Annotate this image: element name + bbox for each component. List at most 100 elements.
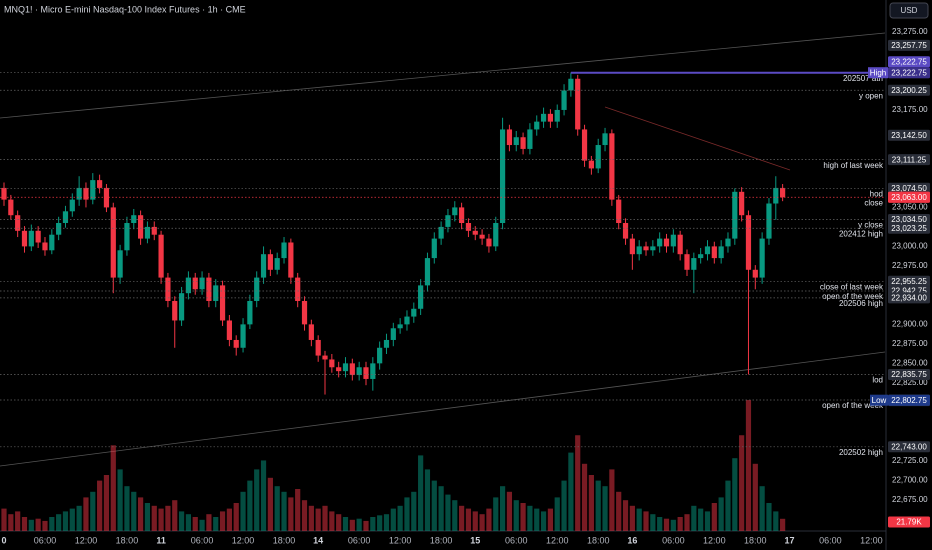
volume-bar: [90, 491, 96, 531]
candle-body: [650, 246, 656, 251]
volume-bar: [213, 517, 219, 531]
x-tick-label: 12:00: [703, 535, 726, 545]
candle-body: [745, 215, 752, 270]
level-price: 23,034.50: [891, 215, 927, 224]
candle-body: [445, 215, 451, 227]
volume-bar: [301, 500, 308, 531]
volume-bar: [185, 514, 192, 531]
candle-body: [110, 207, 116, 278]
candle-body: [418, 285, 424, 309]
candle-body: [76, 187, 82, 200]
volume-bar: [691, 505, 697, 531]
y-tick-label: 22,825.00: [892, 378, 928, 387]
candle-body: [370, 363, 376, 379]
volume-bar: [21, 517, 28, 531]
volume-bar: [568, 452, 574, 531]
volume-bar: [486, 508, 492, 531]
volume-bar: [233, 503, 239, 531]
volume-bar: [315, 508, 321, 531]
candle-body: [281, 242, 287, 259]
candle-body: [1, 187, 7, 200]
volume-bar: [622, 500, 629, 531]
level-name: 202502 high: [839, 448, 883, 457]
candle-body: [493, 223, 499, 247]
candle-body: [684, 254, 690, 270]
candle-body: [581, 129, 588, 161]
candle-body: [356, 367, 362, 376]
candle-body: [506, 129, 513, 146]
x-tick-label: 14: [313, 535, 323, 545]
volume-bar: [342, 517, 349, 531]
y-tick-label: 22,675.00: [892, 495, 928, 504]
candle-body: [69, 199, 75, 212]
candle-body: [704, 246, 711, 255]
candle-body: [616, 199, 622, 224]
y-tick-label: 22,850.00: [892, 358, 928, 367]
candle-body: [766, 203, 772, 239]
level-price-box: [888, 275, 930, 287]
volume-bar: [602, 486, 608, 531]
candle-body: [377, 347, 383, 364]
volume-bar: [254, 469, 260, 531]
level-name: open of the week: [822, 401, 884, 410]
candle-body: [534, 121, 540, 130]
x-tick-label: 12:00: [232, 535, 255, 545]
volume-bar: [192, 517, 198, 531]
volume-bar: [42, 520, 48, 531]
volume-bar: [240, 491, 246, 531]
volume-bar: [418, 455, 424, 531]
currency-button[interactable]: [889, 2, 929, 19]
volume-bar: [49, 517, 55, 531]
candle-body: [35, 230, 41, 243]
candle-body: [158, 234, 164, 278]
level-price: 22,743.00: [891, 442, 927, 451]
level-price-box: [888, 368, 930, 380]
candle-body: [465, 223, 472, 231]
last-price: 23,063.00: [891, 193, 927, 202]
volume-bar: [547, 508, 553, 531]
candle-body: [62, 211, 69, 224]
x-tick-label: 15: [470, 535, 480, 545]
volume-bar: [411, 491, 417, 531]
candle-body: [479, 234, 485, 239]
volume-bar: [643, 511, 649, 531]
currency[interactable]: USD: [901, 6, 918, 15]
trendline: [604, 106, 791, 171]
candle-body: [459, 207, 465, 224]
candle-body: [691, 258, 697, 270]
candle-body: [520, 137, 526, 149]
x-tick-label: 06:00: [662, 535, 685, 545]
candle-body: [240, 324, 246, 348]
price-label-box: [888, 129, 930, 141]
candle-body: [103, 187, 110, 208]
price-label: 23,257.75: [891, 41, 927, 50]
volume-bar: [540, 511, 547, 531]
volume-bar: [110, 445, 116, 531]
candle-body: [431, 238, 437, 259]
x-tick-label: 06:00: [348, 535, 371, 545]
volume-bar: [144, 503, 151, 531]
volume-bar: [336, 514, 342, 531]
candle-body: [138, 215, 144, 239]
candle-body: [561, 90, 567, 110]
volume-bar: [663, 518, 670, 531]
volume-bar: [732, 458, 738, 531]
candle-body: [49, 234, 55, 251]
candle-body: [759, 238, 765, 278]
candle-body: [56, 223, 62, 235]
trendline: [0, 32, 886, 119]
level-name: high of last week: [823, 161, 884, 170]
y-tick-label: 23,000.00: [892, 242, 928, 251]
candle-body: [568, 78, 574, 91]
candle-body: [404, 316, 410, 325]
candle-body: [725, 238, 731, 247]
volume-bar: [745, 399, 752, 531]
volume-bar: [445, 494, 451, 531]
volume-bar: [513, 500, 519, 531]
candle-body: [260, 254, 267, 278]
volume-bar: [97, 480, 103, 531]
level-name: lod: [872, 376, 883, 385]
volume-bar: [554, 497, 560, 531]
volume-bar: [329, 511, 335, 531]
